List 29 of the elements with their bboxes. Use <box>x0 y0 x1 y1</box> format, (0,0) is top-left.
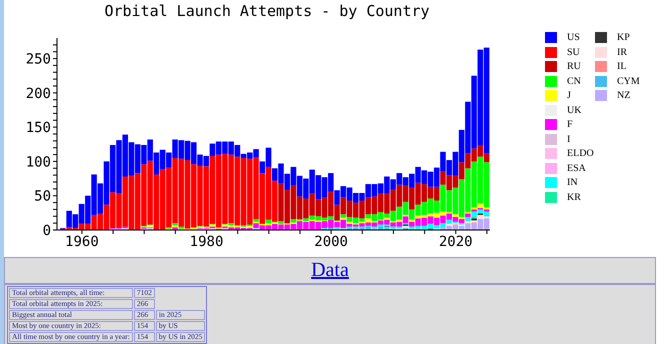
legend-label: IR <box>617 46 627 58</box>
y-tick-label: 0 <box>42 222 51 239</box>
legend-label: UK <box>567 104 582 116</box>
legend-label: IN <box>567 177 578 188</box>
y-tick-label: 250 <box>26 52 51 68</box>
chart-title: Orbital Launch Attempts - by Country <box>103 2 431 20</box>
legend-label: IL <box>617 61 626 72</box>
x-tick-label: 2020 <box>438 234 473 250</box>
legend-label: SU <box>567 46 580 58</box>
y-tick-label: 50 <box>34 188 51 205</box>
legend-label: ESA <box>567 162 586 174</box>
y-tick-label: 100 <box>26 154 51 170</box>
legend-label: J <box>567 90 571 101</box>
legend-label: KP <box>617 32 630 43</box>
legend-label: CN <box>567 76 581 86</box>
y-tick-label: 150 <box>26 120 51 136</box>
legend-label: US <box>567 32 580 43</box>
x-tick-label: 1960 <box>65 234 99 250</box>
legend-label: F <box>567 119 573 130</box>
y-tick-label: 200 <box>26 86 51 102</box>
legend-label: NZ <box>617 90 630 101</box>
legend-label: KR <box>567 192 581 202</box>
x-tick-label: 1980 <box>190 234 224 250</box>
x-tick-label: 2000 <box>314 234 348 250</box>
legend-label: ELDO <box>567 148 594 159</box>
legend-label: CYM <box>617 76 640 86</box>
legend-label: I <box>567 134 570 144</box>
legend-label: RU <box>567 61 581 72</box>
text: Data <box>311 259 349 281</box>
